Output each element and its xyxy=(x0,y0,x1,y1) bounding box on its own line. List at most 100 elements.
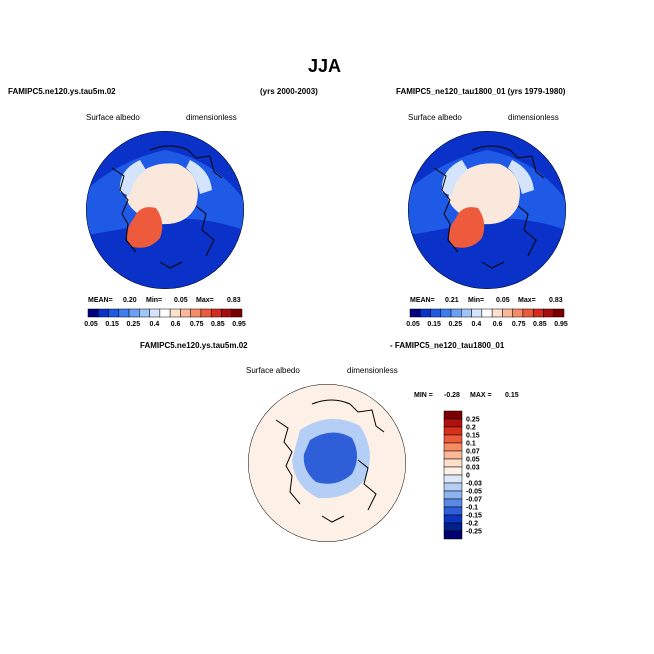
colorbar-swatch xyxy=(443,426,463,436)
colorbar-swatch xyxy=(443,442,463,452)
map-panel-3 xyxy=(248,384,406,542)
colorbar-tick-label: -0.1 xyxy=(466,505,478,512)
colorbar-swatch xyxy=(553,308,565,318)
colorbar-tick-label: 0.85 xyxy=(211,321,225,328)
panel3-units: dimensionless xyxy=(347,366,398,375)
colorbar-swatch xyxy=(481,308,493,318)
colorbar-swatch xyxy=(461,308,472,318)
panel1-max-label: Max= xyxy=(196,297,214,304)
sea-ice-edge xyxy=(441,160,534,196)
colorbar-swatch xyxy=(420,308,431,318)
panel2-min-value: 0.05 xyxy=(496,297,510,304)
panel1-mean-value: 0.20 xyxy=(123,297,137,304)
sea-ice-edge xyxy=(119,160,212,196)
panel2-mean-label: MEAN= xyxy=(410,297,435,304)
colorbar-swatch xyxy=(443,514,463,524)
panel2-units: dimensionless xyxy=(508,113,559,122)
colorbar-swatch xyxy=(443,418,463,428)
colorbar-swatch xyxy=(139,308,150,318)
map-panel-2 xyxy=(408,131,566,289)
colorbar-swatch xyxy=(443,506,463,516)
colorbar-tick-label: 0.07 xyxy=(466,449,480,456)
colorbar-diff: 0.250.20.150.10.070.050.030-0.03-0.05-0.… xyxy=(443,410,482,540)
colorbar-swatch xyxy=(532,308,544,318)
colorbar-swatch xyxy=(522,308,534,318)
panel1-min-value: 0.05 xyxy=(174,297,188,304)
colorbar-swatch xyxy=(430,308,442,318)
panel2-max-label: Max= xyxy=(518,297,536,304)
colorbar-tick-label: -0.15 xyxy=(466,513,482,520)
colorbar-swatch xyxy=(443,466,463,476)
colorbar-swatch xyxy=(128,308,140,318)
colorbar-tick-label: 0.25 xyxy=(126,321,140,328)
panel2-min-label: Min= xyxy=(468,297,485,304)
colorbar-swatch xyxy=(502,308,513,318)
colorbar-swatch xyxy=(200,308,212,318)
map-panel-1 xyxy=(86,131,244,289)
colorbar-tick-label: -0.03 xyxy=(466,481,482,488)
colorbar-swatch xyxy=(443,490,463,500)
colorbar-tick-label: 0.75 xyxy=(512,321,526,328)
panel3-min-label: MIN = xyxy=(414,392,433,399)
colorbar-swatch xyxy=(443,482,463,492)
colorbar-tick-label: 0.25 xyxy=(448,321,462,328)
panel1-min-label: Min= xyxy=(146,297,163,304)
colorbar-tick-label: 0.6 xyxy=(493,321,503,328)
colorbar-swatch xyxy=(210,308,222,318)
colorbar-tick-label: 0.03 xyxy=(466,465,480,472)
colorbar-swatch xyxy=(149,308,161,318)
colorbar-tick-label: 0.15 xyxy=(105,321,119,328)
colorbar-tick-label: 0.25 xyxy=(466,417,480,424)
colorbar-tick-label: -0.25 xyxy=(466,529,482,536)
greenland-ice xyxy=(126,207,163,248)
colorbar-swatch xyxy=(180,308,191,318)
top-left-years-label: (yrs 2000-2003) xyxy=(260,87,318,96)
panel1-max-value: 0.83 xyxy=(227,297,241,304)
colorbar-swatch xyxy=(443,450,463,460)
colorbar-swatch xyxy=(443,458,463,468)
panel3-max-value: 0.15 xyxy=(505,392,519,399)
colorbar-tick-label: 0.05 xyxy=(466,457,480,464)
colorbar-swatch xyxy=(443,410,463,420)
colorbar-swatch xyxy=(409,308,421,318)
colorbar-swatch xyxy=(221,308,232,318)
colorbar-swatch xyxy=(98,308,109,318)
colorbar-swatch xyxy=(108,308,120,318)
colorbar-swatch xyxy=(491,308,503,318)
colorbar-swatch xyxy=(159,308,171,318)
colorbar-swatch xyxy=(450,308,462,318)
panel1-units: dimensionless xyxy=(186,113,237,122)
colorbar-tick-label: 0.75 xyxy=(190,321,204,328)
colorbar-swatch xyxy=(190,308,202,318)
panel3-max-label: MAX = xyxy=(470,392,492,399)
colorbar-main-1: 0.05 0.15 0.25 0.4 0.6 0.75 0.85 0.95 xyxy=(84,308,246,328)
panel3-min-value: -0.28 xyxy=(444,392,460,399)
colorbar-tick-label: 0 xyxy=(466,473,470,480)
colorbar-tick-label: 0.15 xyxy=(466,433,480,440)
diff-right-case-label: - FAMIPC5_ne120_tau1800_01 xyxy=(390,341,505,350)
panel2-mean-value: 0.21 xyxy=(445,297,459,304)
colorbar-swatch xyxy=(443,434,463,444)
colorbar-tick-label: -0.2 xyxy=(466,521,478,528)
colorbar-tick-label: 0.05 xyxy=(406,321,420,328)
diff-negative-strong xyxy=(303,432,357,484)
colorbar-swatch xyxy=(512,308,524,318)
colorbar-main-2: 0.05 0.15 0.25 0.4 0.6 0.75 0.85 0.95 xyxy=(406,308,568,328)
colorbar-swatch xyxy=(443,530,463,540)
colorbar-swatch xyxy=(87,308,99,318)
top-left-case-label: FAMIPC5.ne120.ys.tau5m.02 xyxy=(8,87,116,96)
colorbar-tick-label: -0.05 xyxy=(466,489,482,496)
panel2-max-value: 0.83 xyxy=(549,297,563,304)
greenland-ice xyxy=(448,207,485,248)
colorbar-tick-label: 0.2 xyxy=(466,425,476,432)
panel2-variable: Surface albedo xyxy=(408,113,462,122)
colorbar-tick-label: -0.07 xyxy=(466,497,482,504)
colorbar-tick-label: 0.4 xyxy=(150,321,160,328)
panel1-variable: Surface albedo xyxy=(86,113,140,122)
colorbar-swatch xyxy=(443,474,463,484)
figure-title: JJA xyxy=(308,56,342,76)
colorbar-swatch xyxy=(118,308,130,318)
diff-left-case-label: FAMIPC5.ne120.ys.tau5m.02 xyxy=(140,341,248,350)
coastlines xyxy=(433,145,545,269)
